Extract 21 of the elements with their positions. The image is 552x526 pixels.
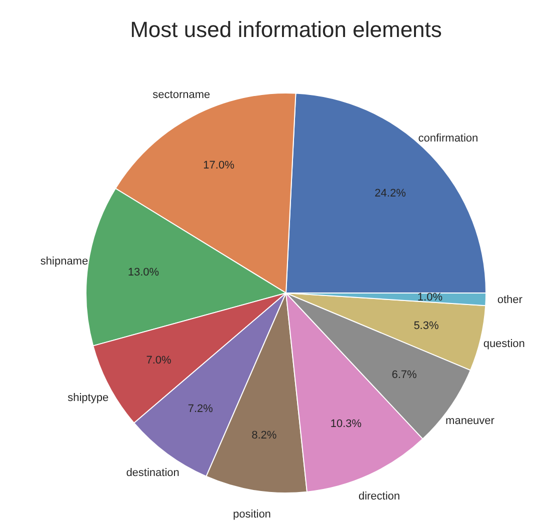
data-label: 7.0% [146,354,172,366]
slice-label: direction [358,490,400,503]
slice-label: shiptype [68,392,109,404]
data-label: 7.2% [188,402,214,415]
slice-label: position [233,508,271,520]
data-label: 10.3% [330,418,362,430]
data-label: 17.0% [203,160,235,172]
slice-label: shipname [40,255,88,268]
data-label: 5.3% [414,320,439,332]
slice-label: question [483,338,525,350]
slice-label: confirmation [418,132,478,145]
slice-label: maneuver [446,414,495,427]
data-label: 8.2% [252,429,277,442]
chart-title: Most used information elements [130,17,442,42]
data-label: 24.2% [374,188,406,200]
data-label: 1.0% [417,292,443,304]
data-label: 6.7% [392,369,418,382]
slice-label: destination [126,467,180,480]
data-label: 13.0% [128,266,160,279]
slice-label: sectorname [152,88,210,101]
slice-label: other [497,294,523,306]
